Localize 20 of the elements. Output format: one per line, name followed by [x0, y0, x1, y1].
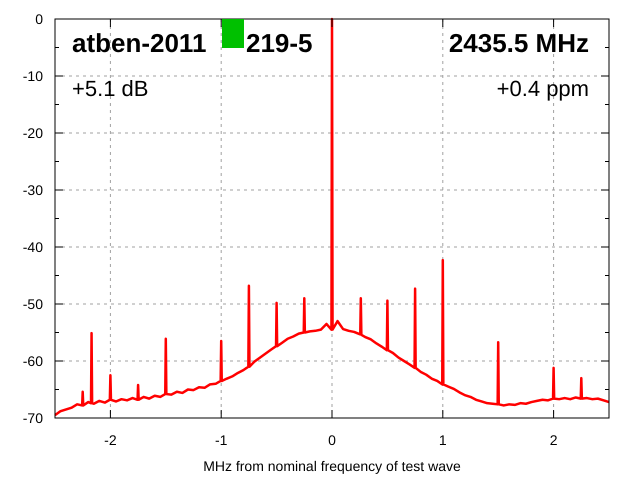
- y-tick-label: -40: [22, 239, 44, 255]
- x-tick-label: 2: [550, 432, 558, 448]
- annotation: +0.4 ppm: [496, 76, 589, 101]
- y-tick-label: -30: [22, 182, 44, 198]
- y-tick-label: -50: [22, 296, 44, 312]
- x-tick-label: 0: [328, 432, 336, 448]
- x-tick-label: -2: [104, 432, 117, 448]
- annotation: 219-5: [246, 28, 312, 58]
- y-tick-label: -20: [22, 125, 44, 141]
- annotation: 2435.5 MHz: [448, 28, 589, 58]
- y-tick-label: -70: [22, 410, 44, 426]
- annotation: +5.1 dB: [72, 76, 148, 101]
- line-series: [54, 18, 610, 416]
- x-tick-label: -1: [214, 432, 228, 448]
- x-axis-title: MHz from nominal frequency of test wave: [203, 458, 461, 474]
- y-tick-label: -10: [22, 68, 44, 84]
- x-tick-label: 1: [438, 432, 447, 448]
- y-tick-label: -60: [22, 353, 44, 369]
- annotation: atben-2011: [72, 28, 206, 58]
- y-tick-label: 0: [35, 11, 44, 27]
